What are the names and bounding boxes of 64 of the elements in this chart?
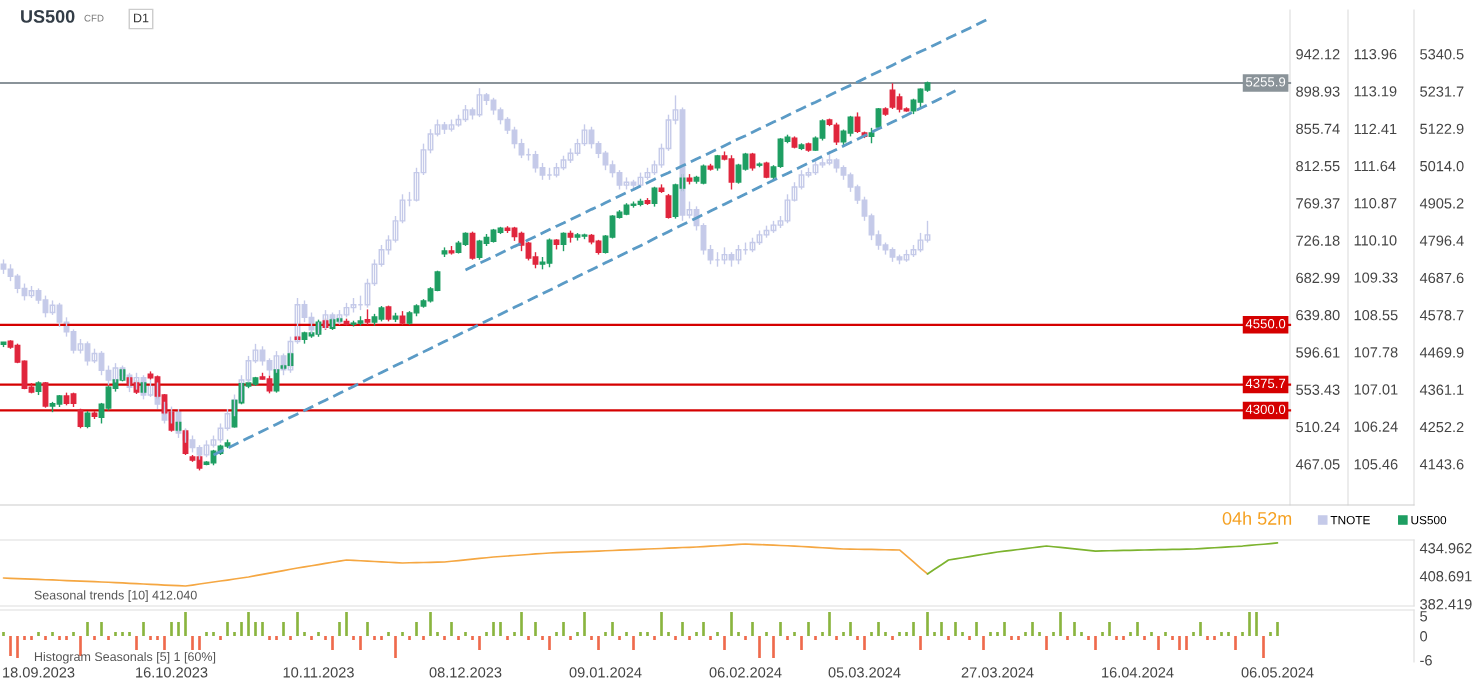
ref-line-label: 4300.0: [1245, 404, 1286, 414]
y-tick-label: 382.419: [1420, 599, 1472, 610]
y2-tick-label: 108.55: [1354, 310, 1398, 321]
y3-tick-label: 510.24: [1296, 421, 1340, 433]
legend-label: TNOTE: [1330, 515, 1370, 525]
x-tick-label: 16.04.2024: [1102, 667, 1174, 678]
legend-label: US500: [1411, 515, 1447, 525]
x-tick-label: 05.03.2024: [828, 667, 901, 678]
x-tick-label: 27.03.2024: [961, 667, 1034, 678]
y3-tick-label: 726.18: [1296, 235, 1340, 246]
y2-tick-label: 112.41: [1354, 123, 1397, 134]
y3-tick-label: 855.74: [1296, 123, 1340, 134]
y-tick-label: 4143.6: [1419, 459, 1464, 470]
text: 04h 52m: [1222, 511, 1292, 525]
y2-tick-label: 110.87: [1354, 198, 1397, 209]
ref-line-label: 4550.0: [1245, 319, 1286, 329]
y-tick-label: 5231.7: [1420, 86, 1464, 97]
y-tick-label: 4578.7: [1419, 310, 1464, 321]
y3-tick-label: 812.55: [1296, 160, 1340, 172]
y-tick-label: 5014.0: [1420, 160, 1464, 172]
x-tick-label: 06.05.2024: [1241, 667, 1314, 678]
y-tick-label: 4687.6: [1419, 272, 1464, 284]
x-tick-label: 06.02.2024: [709, 667, 782, 678]
x-tick-label: 08.12.2023: [429, 667, 502, 678]
y3-tick-label: 682.99: [1296, 272, 1340, 284]
y3-tick-label: 942.12: [1296, 49, 1340, 60]
chart-subtitle: CFD: [84, 14, 104, 22]
y-tick-label: 4361.1: [1419, 384, 1464, 395]
x-tick-label: 09.01.2024: [569, 667, 642, 678]
y3-tick-label: 898.93: [1296, 86, 1340, 97]
y-tick-label: 4469.9: [1419, 347, 1464, 358]
y2-tick-label: 107.78: [1354, 347, 1398, 358]
y2-tick-label: 113.19: [1354, 86, 1397, 97]
y3-tick-label: 467.05: [1295, 459, 1340, 470]
y-tick-label: 5122.9: [1420, 123, 1464, 134]
y2-tick-label: 111.64: [1354, 160, 1396, 172]
y-tick-label: 4252.2: [1419, 421, 1464, 433]
y3-tick-label: 769.37: [1296, 198, 1340, 209]
y2-tick-label: 107.01: [1354, 384, 1398, 395]
y3-tick-label: 639.80: [1296, 310, 1340, 321]
y-tick-label: 0: [1420, 631, 1428, 642]
y-tick-label: 408.691: [1419, 571, 1472, 582]
annotation: D1: [134, 13, 149, 23]
y3-tick-label: 553.43: [1296, 384, 1340, 395]
x-tick-label: 10.11.2023: [283, 667, 354, 678]
x-tick-label: 18.09.2023: [3, 667, 75, 678]
y-tick-label: -6: [1420, 655, 1432, 666]
y2-tick-label: 113.96: [1354, 49, 1397, 60]
x-tick-label: 16.10.2023: [136, 667, 208, 678]
text: Histogram Seasonals [5] 1 [60%]: [34, 651, 216, 664]
y-tick-label: 434.962: [1419, 543, 1472, 554]
chart-title: US500: [21, 10, 75, 23]
text: Seasonal trends [10] 412.040: [34, 590, 197, 602]
ref-line-label: 4375.7: [1245, 378, 1286, 389]
y2-tick-label: 110.10: [1354, 235, 1397, 246]
y2-tick-label: 109.33: [1354, 272, 1398, 283]
y-tick-label: 5340.5: [1420, 49, 1464, 60]
y2-tick-label: 105.46: [1354, 459, 1398, 470]
y-tick-label: 4905.2: [1419, 198, 1464, 209]
y-tick-label: 4796.4: [1419, 235, 1464, 246]
y2-tick-label: 106.24: [1354, 421, 1398, 432]
y-tick-label: 5: [1420, 611, 1428, 622]
ref-line-label: 5255.9: [1245, 77, 1286, 87]
y3-tick-label: 596.61: [1296, 347, 1340, 358]
